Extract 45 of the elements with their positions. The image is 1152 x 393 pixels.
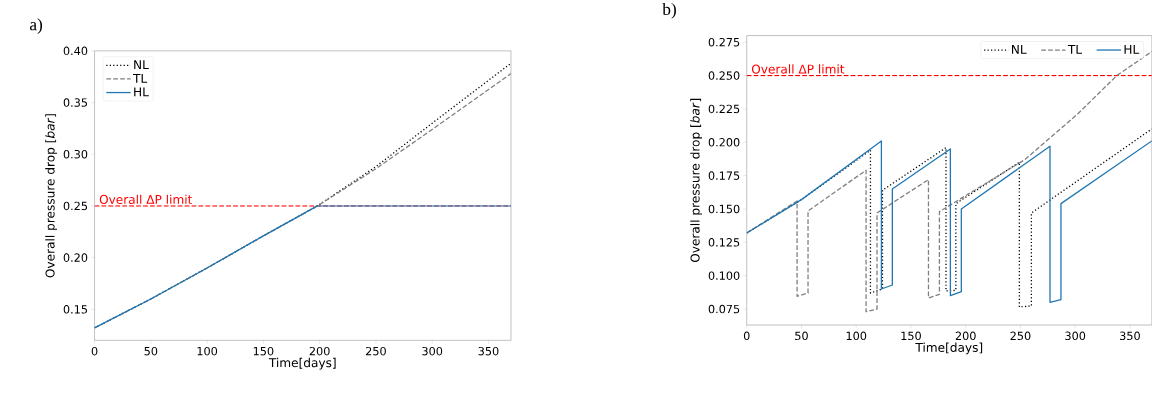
y-tick-label: 0.100 bbox=[708, 271, 740, 280]
legend-label: TL bbox=[1067, 44, 1083, 54]
x-tick-label: 100 bbox=[197, 346, 218, 356]
chart-title: a) bbox=[29, 18, 43, 34]
x-tick-label: 150 bbox=[901, 331, 921, 341]
legend-label: TL bbox=[132, 73, 148, 83]
legend-label: NL bbox=[134, 60, 149, 70]
legend-label: NL bbox=[1012, 44, 1027, 54]
y-tick-label: 0.125 bbox=[708, 238, 740, 247]
y-tick-label: 0.150 bbox=[708, 204, 740, 214]
y-tick-label: 0.275 bbox=[708, 37, 740, 47]
y-tick-label: 0.25 bbox=[63, 201, 88, 211]
legend-label: HL bbox=[134, 87, 149, 97]
ref-line-label: Overall ΔP limit bbox=[99, 194, 193, 204]
x-tick-label: 200 bbox=[309, 346, 330, 356]
y-tick-label: 0.175 bbox=[708, 171, 740, 180]
x-tick-label: 50 bbox=[795, 331, 808, 341]
y-tick-label: 0.200 bbox=[708, 137, 740, 147]
y-axis-title: Overall pressure drop [bar] bbox=[45, 114, 57, 278]
y-tick-label: 0.15 bbox=[63, 305, 88, 314]
y-tick-label: 0.35 bbox=[63, 98, 88, 107]
chart-title: b) bbox=[662, 2, 676, 19]
x-tick-label: 350 bbox=[478, 346, 499, 356]
x-tick-label: 0 bbox=[91, 346, 98, 356]
y-tick-label: 0.20 bbox=[63, 253, 88, 262]
y-tick-label: 0.30 bbox=[63, 149, 88, 159]
x-tick-label: 300 bbox=[1065, 331, 1086, 341]
x-tick-label: 350 bbox=[1120, 331, 1140, 341]
y-axis-title: Overall pressure drop [bar] bbox=[690, 98, 703, 263]
x-tick-label: 0 bbox=[743, 331, 750, 341]
x-tick-label: 250 bbox=[1010, 331, 1031, 341]
legend-label: HL bbox=[1124, 44, 1140, 54]
x-tick-label: 300 bbox=[422, 346, 443, 356]
y-tick-label: 0.225 bbox=[708, 104, 740, 114]
x-tick-label: 250 bbox=[365, 346, 386, 356]
y-tick-label: 0.075 bbox=[708, 304, 740, 314]
x-axis-title: Time[days] bbox=[915, 342, 983, 355]
x-axis-title: Time[days] bbox=[268, 357, 336, 370]
y-tick-label: 0.250 bbox=[708, 71, 740, 80]
x-tick-label: 150 bbox=[253, 346, 274, 356]
x-tick-label: 200 bbox=[955, 331, 976, 341]
x-tick-label: 50 bbox=[144, 346, 158, 356]
x-tick-label: 100 bbox=[846, 331, 867, 341]
y-tick-label: 0.40 bbox=[63, 46, 88, 56]
ref-line-label: Overall ΔP limit bbox=[751, 64, 845, 74]
